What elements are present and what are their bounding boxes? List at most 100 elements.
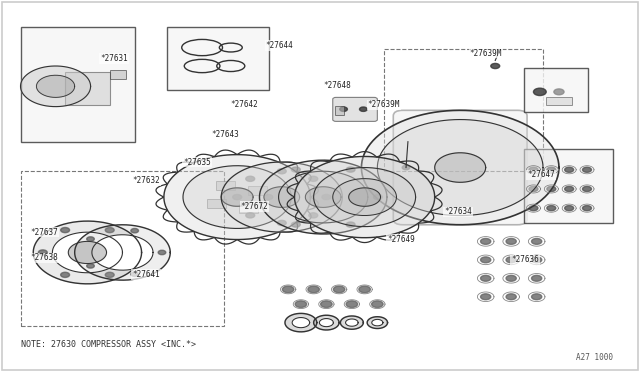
Circle shape	[264, 187, 300, 208]
Circle shape	[292, 318, 310, 328]
Circle shape	[359, 286, 371, 293]
Text: *27641: *27641	[132, 270, 160, 279]
Circle shape	[277, 220, 286, 225]
Circle shape	[277, 169, 286, 174]
Circle shape	[547, 186, 556, 192]
Circle shape	[309, 213, 318, 218]
Text: *27632: *27632	[132, 176, 160, 185]
Text: *27672: *27672	[241, 202, 268, 211]
Circle shape	[435, 153, 486, 182]
Circle shape	[105, 228, 114, 232]
Circle shape	[246, 213, 255, 218]
Text: *27647: *27647	[527, 170, 555, 179]
Circle shape	[564, 186, 573, 192]
Bar	[546, 97, 572, 105]
Circle shape	[506, 238, 516, 244]
Circle shape	[86, 264, 94, 268]
Circle shape	[532, 275, 541, 281]
Circle shape	[131, 272, 138, 276]
Circle shape	[333, 179, 396, 215]
Circle shape	[547, 206, 556, 211]
Circle shape	[529, 167, 538, 172]
Text: *27631: *27631	[100, 54, 128, 63]
Text: *27635: *27635	[183, 157, 211, 167]
Circle shape	[75, 225, 170, 280]
Circle shape	[294, 157, 435, 238]
Bar	[20, 171, 225, 326]
Circle shape	[36, 75, 75, 97]
Circle shape	[233, 195, 242, 200]
Bar	[216, 181, 236, 190]
Circle shape	[105, 272, 114, 278]
Circle shape	[291, 222, 300, 227]
Circle shape	[346, 319, 358, 326]
Circle shape	[158, 250, 166, 255]
Circle shape	[506, 294, 516, 300]
Circle shape	[52, 232, 122, 273]
Circle shape	[582, 206, 591, 211]
Circle shape	[319, 318, 333, 327]
Circle shape	[346, 222, 355, 227]
Circle shape	[322, 195, 331, 200]
Circle shape	[295, 301, 307, 308]
Circle shape	[314, 315, 339, 330]
Circle shape	[360, 107, 367, 112]
Circle shape	[402, 165, 410, 170]
Text: *27648: *27648	[323, 81, 351, 90]
Bar	[167, 27, 269, 90]
Circle shape	[374, 195, 383, 200]
Circle shape	[86, 237, 94, 241]
Circle shape	[127, 250, 136, 255]
Circle shape	[506, 275, 516, 281]
FancyBboxPatch shape	[394, 110, 527, 225]
Circle shape	[221, 162, 342, 232]
Circle shape	[372, 301, 383, 308]
Bar	[207, 199, 227, 208]
Circle shape	[61, 228, 70, 232]
Circle shape	[372, 320, 383, 326]
Bar	[524, 68, 588, 112]
Circle shape	[564, 206, 573, 211]
Circle shape	[582, 186, 591, 192]
Circle shape	[481, 238, 491, 244]
Circle shape	[529, 186, 538, 192]
Circle shape	[506, 257, 516, 263]
Bar	[335, 106, 344, 115]
Text: *27649: *27649	[387, 235, 415, 244]
Circle shape	[333, 286, 345, 293]
Circle shape	[20, 66, 91, 107]
Text: *27639M: *27639M	[368, 100, 400, 109]
Text: A27 1000: A27 1000	[576, 353, 613, 362]
Circle shape	[309, 176, 318, 182]
FancyBboxPatch shape	[333, 97, 378, 121]
Circle shape	[246, 176, 255, 182]
Circle shape	[367, 317, 388, 328]
Bar	[109, 70, 125, 79]
Text: *27644: *27644	[266, 41, 294, 50]
Circle shape	[291, 167, 300, 172]
Circle shape	[314, 167, 415, 227]
Circle shape	[481, 294, 491, 300]
Circle shape	[346, 167, 355, 172]
Text: *27642: *27642	[231, 100, 259, 109]
Circle shape	[131, 228, 138, 233]
Circle shape	[38, 250, 47, 255]
Circle shape	[282, 286, 294, 293]
Circle shape	[259, 160, 387, 234]
Text: *27634: *27634	[444, 207, 472, 217]
Bar	[248, 186, 267, 195]
Circle shape	[183, 166, 291, 228]
Text: NOTE: 27630 COMPRESSOR ASSY <INC.*>: NOTE: 27630 COMPRESSOR ASSY <INC.*>	[20, 340, 195, 349]
Circle shape	[305, 187, 341, 208]
Circle shape	[532, 257, 541, 263]
Circle shape	[349, 188, 381, 206]
Text: *27638: *27638	[30, 253, 58, 263]
Circle shape	[340, 107, 348, 112]
Bar	[239, 205, 258, 213]
Circle shape	[378, 119, 543, 215]
Circle shape	[92, 235, 153, 270]
Circle shape	[532, 238, 541, 244]
Circle shape	[564, 167, 573, 172]
Text: *27636: *27636	[511, 255, 539, 264]
Circle shape	[582, 167, 591, 172]
